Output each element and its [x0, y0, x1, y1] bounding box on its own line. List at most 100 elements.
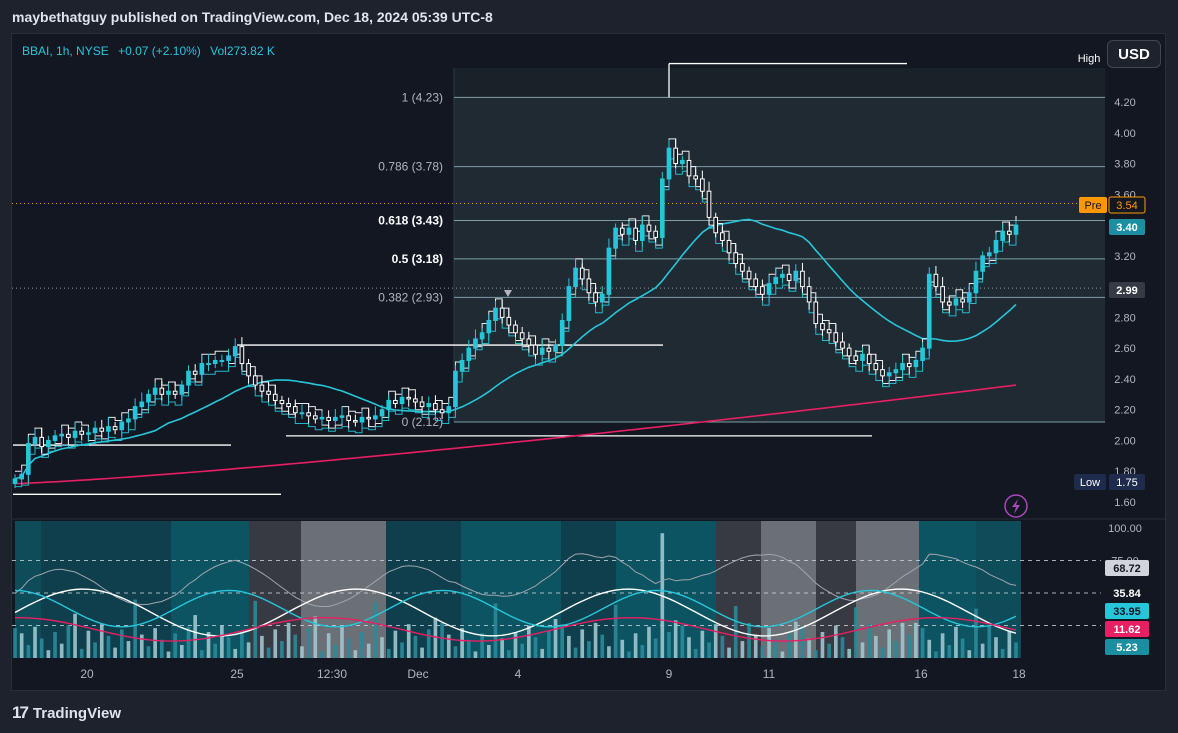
indicator-histogram-bar	[159, 639, 164, 658]
indicator-histogram-bar	[373, 602, 378, 658]
candle-body	[780, 273, 785, 278]
candle-body	[219, 359, 225, 362]
candle-body	[132, 406, 138, 420]
tradingview-logo[interactable]: 17 TradingView	[12, 703, 121, 723]
candle-body	[92, 427, 98, 434]
indicator-value-label: 68.72	[1113, 563, 1141, 575]
indicator-histogram-bar	[386, 648, 391, 658]
indicator-histogram-bar	[507, 650, 511, 658]
lightning-icon	[1012, 499, 1020, 514]
candle-body	[573, 267, 578, 288]
low-tag-bg	[1074, 474, 1106, 490]
price-axis-tick: 3.20	[1114, 251, 1135, 263]
candle-body	[686, 159, 692, 177]
indicator-histogram-bar	[760, 646, 765, 658]
candle-body	[366, 416, 372, 420]
indicator-histogram-bar	[173, 633, 177, 658]
candle-body	[966, 292, 972, 303]
high-tag-bg	[1074, 49, 1104, 66]
indicator-histogram-bar	[406, 624, 411, 658]
indicator-histogram-bar	[994, 637, 998, 658]
candle-body	[46, 439, 51, 448]
indicator-histogram-bar	[46, 650, 51, 658]
indicator-histogram-bar	[500, 638, 504, 658]
indicator-histogram-bar	[753, 634, 758, 658]
pre-tag-bg	[1079, 197, 1107, 213]
candle-body	[239, 346, 245, 365]
candle-body	[339, 415, 345, 418]
candle-body	[760, 286, 765, 295]
indicator-histogram-bar	[907, 634, 912, 658]
indicator-histogram-bar	[486, 645, 491, 658]
indicator-histogram-bar	[266, 647, 271, 658]
currency-button[interactable]: USD	[1107, 40, 1161, 68]
candle-body	[279, 399, 285, 405]
indicator-histogram-bar	[927, 639, 932, 658]
indicator-histogram-bar	[680, 625, 685, 658]
candle-body	[980, 255, 985, 272]
indicator-histogram-bar	[33, 626, 37, 658]
candle-body	[506, 316, 512, 326]
candle-body	[906, 363, 912, 368]
indicator-histogram-bar	[980, 643, 985, 658]
candle-body	[459, 359, 465, 372]
candle-body	[626, 227, 632, 235]
indicator-histogram-bar	[667, 632, 671, 658]
candle-body	[319, 416, 325, 420]
fibonacci-zone	[454, 97, 1105, 422]
chart-frame[interactable]: 1 (4.23) 0.786 (3.78) 0.618 (3.43) 0.5 (3.1…	[11, 33, 1167, 692]
indicator-histogram-bar	[106, 635, 111, 658]
chart-canvas[interactable]: 1 (4.23) 0.786 (3.78) 0.618 (3.43) 0.5 (3.1…	[12, 34, 1167, 692]
brand-name: TradingView	[32, 704, 122, 722]
candle-body	[880, 369, 885, 377]
candle-body	[446, 406, 452, 414]
indicator-histogram-bar	[880, 647, 885, 658]
indicator-histogram-bar	[733, 606, 738, 658]
indicator-histogram-bar	[313, 616, 318, 658]
indicator-histogram-bar	[847, 648, 851, 658]
indicator-histogram-bar	[840, 637, 845, 658]
indicator-histogram-bar	[260, 635, 264, 658]
indicator-histogram-bar	[26, 645, 31, 658]
candle-body	[606, 247, 612, 295]
indicator-histogram-bar	[527, 625, 531, 658]
indicator-histogram-bar	[800, 626, 805, 658]
indicator-histogram-bar	[914, 622, 918, 658]
indicator-histogram-bar	[19, 633, 24, 658]
fibonacci-level-label: 0.382 (2.93)	[378, 290, 443, 304]
price-axis-tick: 2.20	[1114, 405, 1135, 417]
indicator-histogram-bar	[193, 615, 198, 658]
indicator-histogram-bar	[86, 630, 91, 658]
indicator-histogram-bar	[607, 646, 611, 658]
indicator-histogram-bar	[833, 625, 838, 658]
candle-body	[900, 363, 905, 371]
indicator-histogram-bar	[286, 622, 291, 658]
indicator-histogram-bar	[466, 639, 471, 658]
candle-body	[519, 332, 525, 340]
indicator-value-bg	[1105, 560, 1149, 576]
candle-body	[199, 363, 205, 375]
candle-body	[19, 473, 24, 480]
indicator-histogram-bar	[473, 651, 478, 658]
indicator-histogram-bar	[587, 641, 591, 658]
candle-body	[32, 436, 38, 445]
indicator-histogram-bar	[200, 650, 204, 658]
symbol-legend: BBAI, 1h, NYSE +0.07 (+2.10%) Vol273.82 …	[22, 44, 281, 58]
indicator-histogram-bar	[39, 638, 44, 658]
indicator-histogram-bar	[720, 635, 725, 658]
indicator-axis-tick: 100.00	[1108, 523, 1142, 535]
indicator-histogram-bar	[793, 621, 798, 658]
candle-body	[119, 421, 125, 431]
price-axis-tick: 2.40	[1114, 374, 1135, 386]
indicator-histogram-bar	[713, 624, 718, 658]
indicator-histogram-bar	[874, 635, 878, 658]
indicator-histogram-bar	[300, 646, 304, 658]
candle-body	[346, 415, 351, 421]
tradingview-logo-icon: 17	[12, 703, 29, 722]
candle-body	[653, 230, 658, 238]
candle-body	[733, 252, 739, 265]
candle-body	[920, 347, 925, 361]
candle-body	[192, 370, 198, 375]
publisher-header: maybethatguy published on TradingView.co…	[12, 9, 493, 25]
indicator-histogram-bar	[620, 639, 625, 658]
